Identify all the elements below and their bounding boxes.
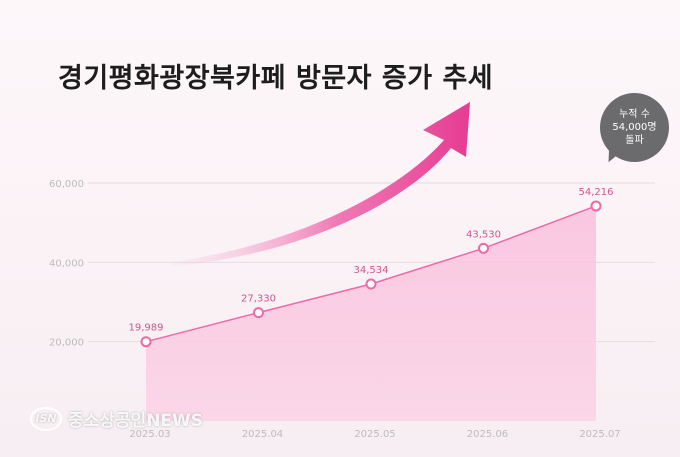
x-tick-label: 2025.05 bbox=[354, 429, 395, 440]
badge-line-2: 54,000명 bbox=[612, 122, 657, 133]
data-point bbox=[590, 200, 602, 212]
x-tick-label: 2025.06 bbox=[467, 429, 508, 440]
badge-line-3: 돌파 bbox=[625, 135, 644, 146]
x-tick-label: 2025.04 bbox=[242, 429, 283, 440]
data-point bbox=[140, 336, 152, 348]
data-point bbox=[253, 307, 264, 319]
cumulative-badge: 누적 수 54,000명 돌파 bbox=[600, 93, 669, 162]
data-point bbox=[478, 242, 489, 254]
y-tick-label: 60,000 bbox=[49, 179, 84, 190]
data-point bbox=[365, 278, 377, 290]
data-label: 19,989 bbox=[129, 323, 164, 334]
watermark-logo: ISN bbox=[30, 406, 62, 431]
y-tick-label: 20,000 bbox=[49, 338, 84, 349]
watermark-text: 중소상공인NEWS bbox=[68, 411, 204, 431]
data-label: 27,330 bbox=[241, 294, 276, 305]
data-label: 54,216 bbox=[579, 187, 614, 198]
data-label: 34,534 bbox=[354, 265, 389, 276]
y-tick-label: 40,000 bbox=[49, 258, 84, 269]
x-tick-label: 2025.03 bbox=[129, 429, 170, 440]
watermark: ISN 중소상공인NEWS bbox=[30, 406, 203, 431]
trend-arrow bbox=[172, 102, 470, 266]
chart-title: 경기평화광장북카페 방문자 증가 추세 bbox=[58, 63, 494, 94]
data-label: 43,530 bbox=[466, 229, 501, 240]
series-area bbox=[146, 205, 596, 421]
x-tick-label: 2025.07 bbox=[579, 429, 620, 440]
badge-line-1: 누적 수 bbox=[619, 109, 650, 120]
